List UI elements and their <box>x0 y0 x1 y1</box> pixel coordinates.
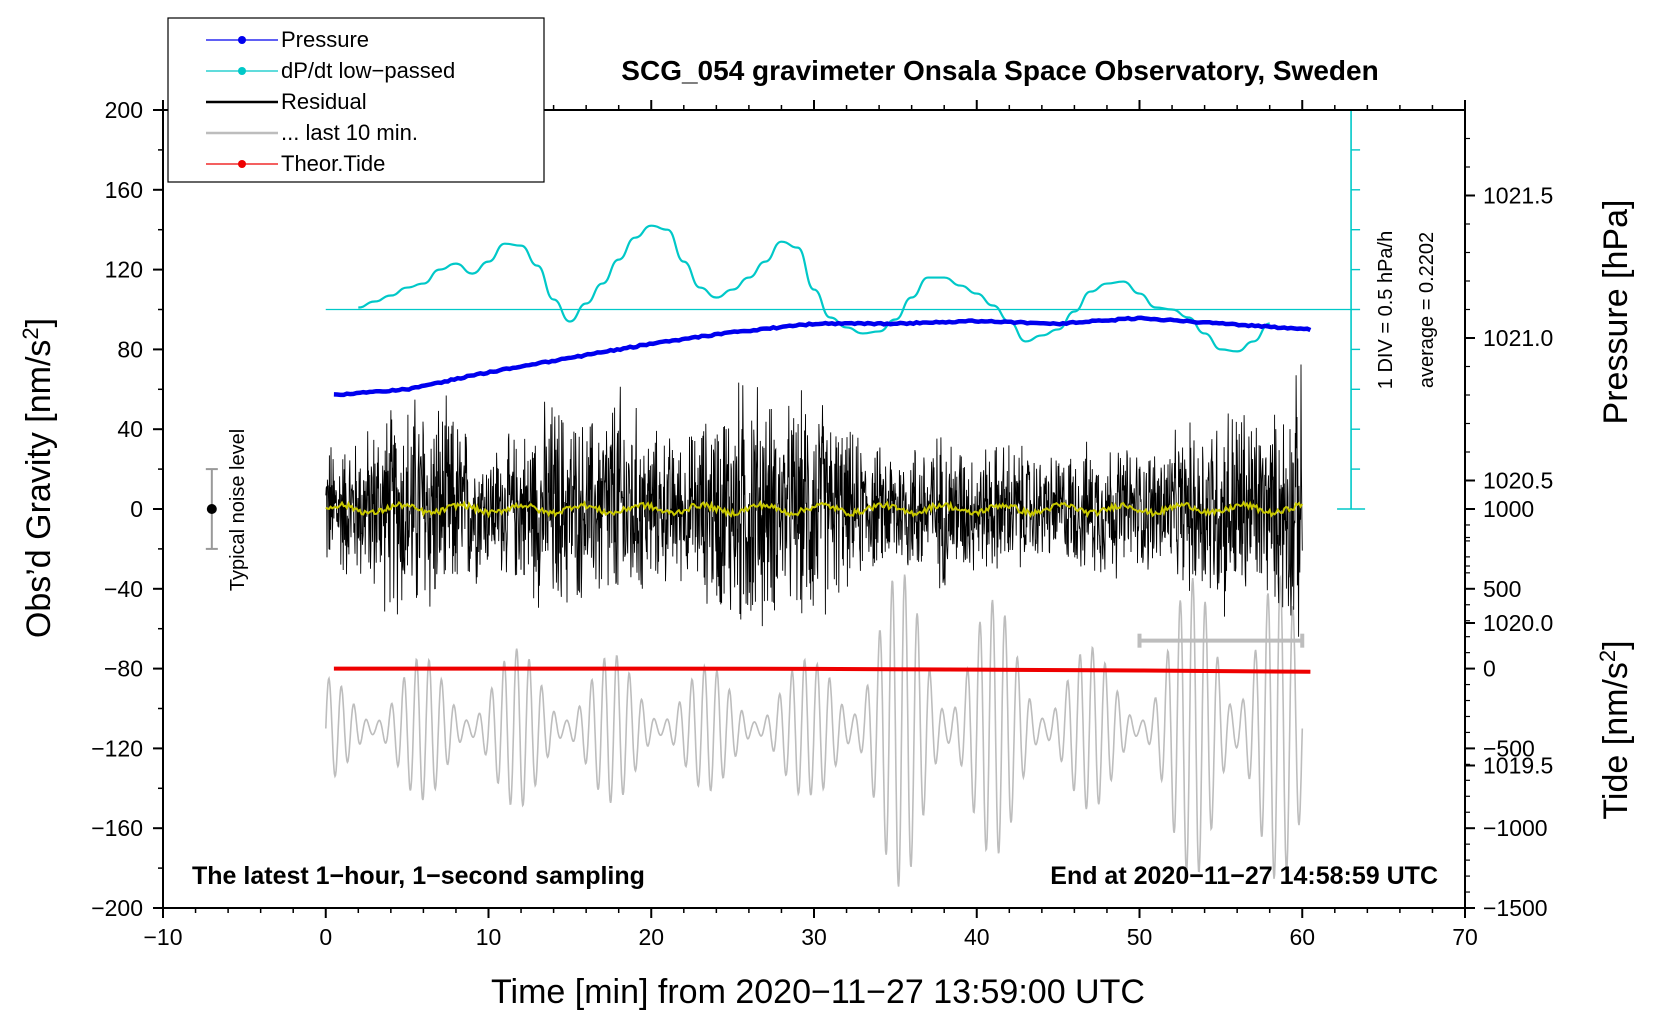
y-axis-label-gravity: Obs’d Gravity [nm/s2] <box>18 318 58 638</box>
tide-tick-label: −1500 <box>1483 895 1548 921</box>
y-tick-label: −160 <box>91 815 143 841</box>
legend-marker <box>238 160 246 168</box>
x-tick-label: 50 <box>1127 924 1153 950</box>
legend-label: Theor.Tide <box>281 151 385 176</box>
y-tick-label: 160 <box>105 177 143 203</box>
y-tick-label: 40 <box>117 416 143 442</box>
noise-level-label: Typical noise level <box>227 429 249 591</box>
x-tick-label: 10 <box>476 924 502 950</box>
tide-tick-label: −500 <box>1483 735 1535 761</box>
residual-smoothed-line <box>325 499 1304 519</box>
annotation-sampling: The latest 1−hour, 1−second sampling <box>192 862 645 890</box>
residual-series-line <box>325 364 1303 637</box>
legend-label: Residual <box>281 89 367 114</box>
x-tick-label: 0 <box>319 924 332 950</box>
y-tick-label: 80 <box>117 336 143 362</box>
legend-label: ... last 10 min. <box>281 120 418 145</box>
x-tick-label: 40 <box>964 924 990 950</box>
tide-tick-label: 500 <box>1483 576 1521 602</box>
legend-marker <box>238 36 246 44</box>
y-axis-label-tide: Tide [nm/s2] <box>1595 640 1635 819</box>
x-tick-label: −10 <box>143 924 182 950</box>
legend-label: dP/dt low−passed <box>281 58 455 83</box>
y-tick-label: −80 <box>104 656 143 682</box>
pressure-tick-label: 1019.5 <box>1483 753 1553 779</box>
axes-layer: −10 0 10 20 30 40 50 60 70 200 160 120 80 40 0 −40 −80 −1… <box>91 97 1553 950</box>
x-tick-label: 70 <box>1452 924 1478 950</box>
chart-title: SCG_054 gravimeter Onsala Space Observat… <box>621 55 1378 86</box>
legend-label: Pressure <box>281 27 369 52</box>
tide-tick-label: −1000 <box>1483 815 1548 841</box>
y-axis-label-pressure: Pressure [hPa] <box>1597 200 1635 425</box>
tide-series-line <box>333 666 1311 674</box>
noise-level-dot <box>206 504 217 514</box>
y-tick-label: −120 <box>91 735 143 761</box>
y-tick-label: 0 <box>130 496 143 522</box>
data-layer <box>205 224 1352 887</box>
y-axis-label-tide-main: Tide [nm/s <box>1597 662 1635 819</box>
y-tick-label: −40 <box>104 576 143 602</box>
y-axis-label-gravity-sup: 2 <box>18 327 43 339</box>
x-axis-label: Time [min] from 2020−11−27 13:59:00 UTC <box>491 973 1145 1011</box>
pressure-tick-label: 1020.5 <box>1483 468 1553 494</box>
pressure-tick-label: 1021.5 <box>1483 183 1553 209</box>
legend-box <box>167 17 545 183</box>
dpdt-scale-label: 1 DIV = 0.5 hPa/h <box>1375 231 1397 389</box>
x-tick-label: 20 <box>638 924 664 950</box>
pressure-tick-label: 1020.0 <box>1483 610 1553 636</box>
x-tick-label: 60 <box>1289 924 1315 950</box>
dpdt-average-label: average = 0.2202 <box>1416 232 1438 388</box>
y-axis-label-gravity-main: Obs’d Gravity [nm/s <box>20 340 58 639</box>
y-tick-label: 200 <box>105 97 143 123</box>
legend-marker <box>238 67 246 75</box>
y-axis-label-gravity-end: ] <box>20 318 58 327</box>
pressure-series-line <box>333 315 1312 398</box>
x-tick-label: 30 <box>801 924 827 950</box>
y-tick-label: 120 <box>105 257 143 283</box>
tide-tick-label: 0 <box>1483 656 1496 682</box>
annotation-end-time: End at 2020−11−27 14:58:59 UTC <box>1050 862 1438 890</box>
tide-tick-label: 1000 <box>1483 496 1534 522</box>
dpdt-series-line <box>358 224 1270 353</box>
last10-series-line <box>325 574 1304 887</box>
y-tick-label: −200 <box>91 895 143 921</box>
y-axis-label-tide-end: ] <box>1597 640 1635 649</box>
y-axis-label-tide-sup: 2 <box>1595 650 1620 662</box>
legend: Pressure dP/dt low−passed Residual ... last… <box>167 17 545 183</box>
pressure-tick-label: 1021.0 <box>1483 325 1553 351</box>
